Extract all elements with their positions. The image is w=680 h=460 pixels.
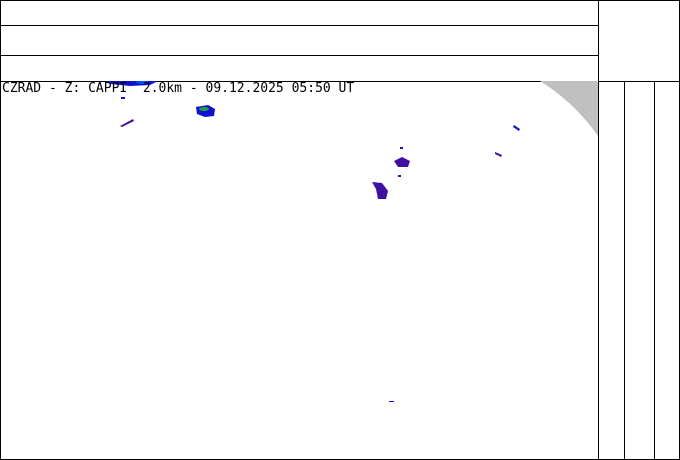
frame-left (0, 0, 1, 460)
echo-cell (513, 125, 520, 131)
echo-cell (394, 157, 410, 167)
out-of-range-area (540, 81, 598, 136)
echo-cell (398, 175, 401, 177)
echo-cell (400, 147, 403, 149)
echo-cell (199, 107, 209, 111)
legend-divider-2 (624, 81, 625, 460)
map-title: CZRAD - Z: CAPPI 2.0km - 09.12.2025 05:5… (2, 81, 355, 96)
header-divider-1 (0, 0, 680, 1)
legend-divider-3 (654, 81, 655, 460)
legend-divider-1 (598, 0, 599, 460)
header-divider-2 (0, 25, 598, 26)
echo-cell (121, 97, 125, 99)
echo-cell (120, 119, 134, 127)
header-divider-3 (0, 55, 598, 56)
radar-map[interactable] (0, 81, 598, 459)
echo-cell (136, 81, 148, 84)
echo-cell (389, 401, 394, 402)
echo-cell (372, 182, 388, 199)
header-divider-4 (0, 81, 680, 82)
echo-cell (196, 105, 215, 117)
echo-cell (495, 152, 502, 157)
